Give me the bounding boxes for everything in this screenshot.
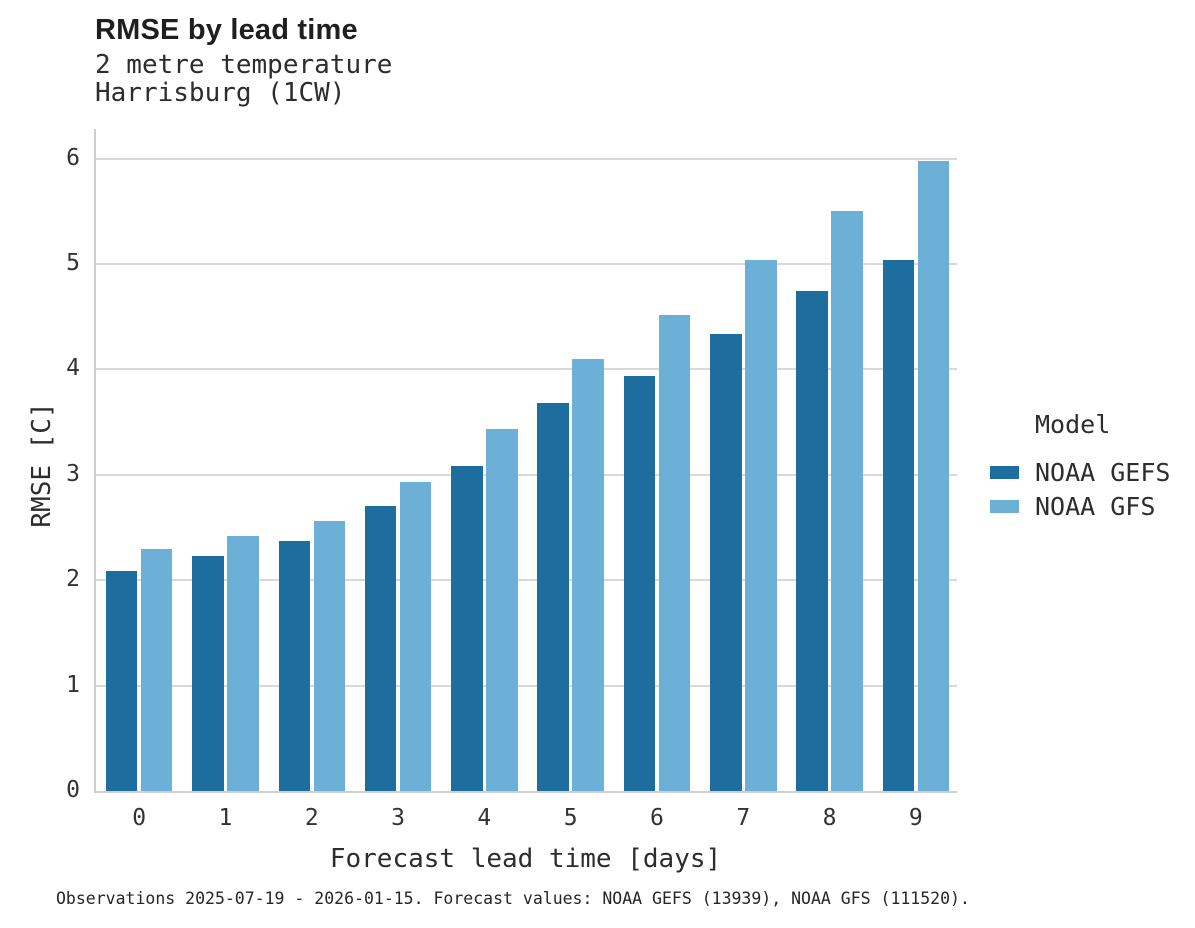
gridline-y-1 xyxy=(96,684,957,687)
gridline-y-4 xyxy=(96,368,957,371)
bar-noaa-gefs-day-1 xyxy=(192,555,224,791)
bar-noaa-gefs-day-6 xyxy=(623,375,656,791)
bar-noaa-gfs-day-7 xyxy=(745,259,777,791)
y-tick-label-2: 2 xyxy=(66,566,80,593)
legend: Model NOAA GEFS NOAA GFS xyxy=(990,410,1170,523)
x-tick-label-1: 1 xyxy=(218,805,233,831)
bar-noaa-gfs-day-9 xyxy=(917,160,950,791)
bar-noaa-gefs-day-8 xyxy=(796,291,828,791)
bar-noaa-gefs-day-0 xyxy=(105,570,138,791)
x-tick-label-4: 4 xyxy=(477,805,492,831)
y-tick-label-1: 1 xyxy=(66,671,80,698)
y-tick-label-5: 5 xyxy=(66,250,80,276)
legend-entry-noaa-gefs: NOAA GEFS xyxy=(990,455,1170,489)
legend-title: Model xyxy=(1035,410,1111,439)
x-tick-label-6: 6 xyxy=(650,805,664,831)
gridline-y-5 xyxy=(96,263,957,265)
legend-label-noaa-gfs: NOAA GFS xyxy=(1035,491,1156,521)
bar-noaa-gfs-day-2 xyxy=(313,521,345,791)
chart-title: RMSE by lead time xyxy=(95,14,358,46)
y-tick-label-3: 3 xyxy=(66,460,80,487)
bar-noaa-gfs-day-3 xyxy=(399,482,432,791)
legend-swatch-noaa-gefs xyxy=(990,465,1019,479)
x-axis-label: Forecast lead time [days] xyxy=(329,844,722,874)
bar-noaa-gefs-day-3 xyxy=(364,506,397,791)
x-tick-label-8: 8 xyxy=(822,805,837,831)
y-axis-label: RMSE [C] xyxy=(27,402,57,528)
bar-noaa-gfs-day-5 xyxy=(572,358,604,791)
chart-subtitle-line-2: Harrisburg (1CW) xyxy=(95,78,346,108)
gridline-y-2 xyxy=(96,579,957,582)
legend-swatch-noaa-gfs xyxy=(990,499,1019,513)
bar-noaa-gfs-day-6 xyxy=(658,314,691,791)
x-tick-label-5: 5 xyxy=(563,805,578,831)
bar-noaa-gefs-day-4 xyxy=(451,466,483,791)
x-tick-label-9: 9 xyxy=(908,805,923,831)
plot-area: 0 1 2 3 4 5 6 0 1 2 3 4 5 6 7 8 9 xyxy=(66,129,957,831)
bar-noaa-gefs-day-5 xyxy=(537,403,569,791)
x-tick-label-0: 0 xyxy=(132,805,147,831)
legend-entry-noaa-gfs: NOAA GFS xyxy=(990,489,1170,523)
bar-noaa-gefs-day-2 xyxy=(278,541,310,791)
y-tick-label-4: 4 xyxy=(66,355,80,382)
x-tick-label-3: 3 xyxy=(391,805,405,831)
gridline-y-3 xyxy=(96,473,957,476)
x-tick-label-7: 7 xyxy=(736,805,751,831)
bar-noaa-gefs-day-9 xyxy=(882,259,915,791)
y-tick-label-6: 6 xyxy=(66,144,80,171)
chart-subtitle-line-1: 2 metre temperature xyxy=(95,50,393,80)
bar-noaa-gfs-day-1 xyxy=(227,535,259,791)
bar-noaa-gfs-day-4 xyxy=(486,429,518,791)
x-tick-label-2: 2 xyxy=(304,805,319,831)
caption: Observations 2025-07-19 - 2026-01-15. Fo… xyxy=(56,889,970,908)
gridline-y-6 xyxy=(96,157,957,160)
bar-noaa-gfs-day-8 xyxy=(831,211,863,791)
bar-noaa-gfs-day-0 xyxy=(140,548,173,791)
chart-subtitle: 2 metre temperature Harrisburg (1CW) xyxy=(95,51,392,107)
bar-noaa-gefs-day-7 xyxy=(710,333,742,791)
legend-label-noaa-gefs: NOAA GEFS xyxy=(1035,457,1171,487)
y-tick-label-0: 0 xyxy=(66,777,80,803)
